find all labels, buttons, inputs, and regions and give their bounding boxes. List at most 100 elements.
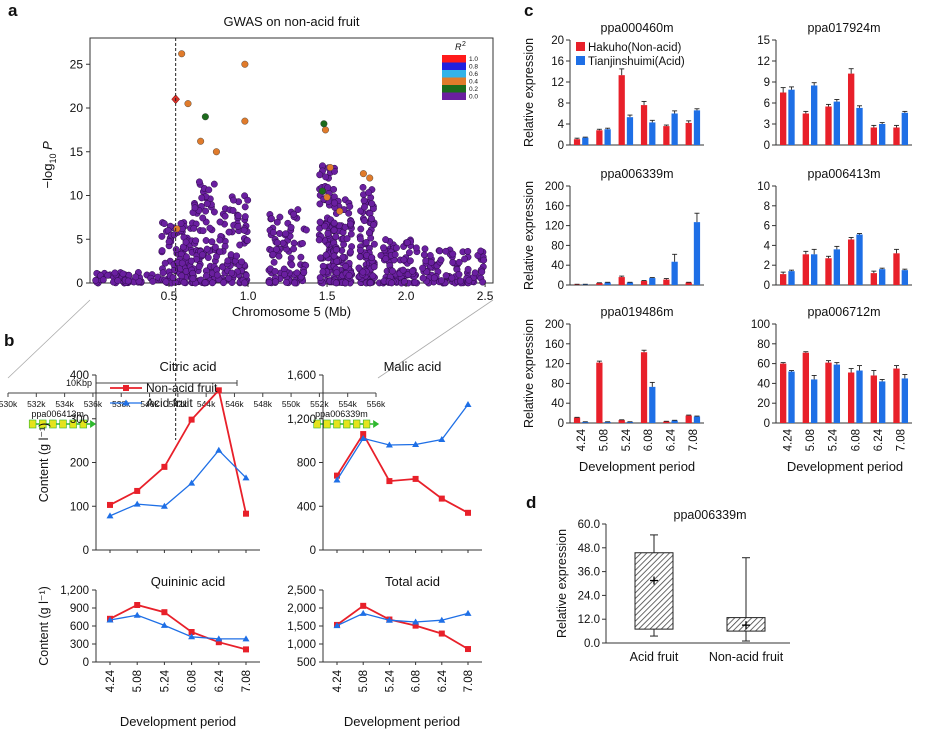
ytick-label: 4	[558, 119, 565, 131]
non-acid-marker	[243, 646, 249, 653]
non-acid-marker	[360, 602, 367, 609]
bar-chart-ylabel: Relative expression	[522, 319, 536, 428]
non-acid-bar	[779, 274, 787, 285]
series-line-non-acid	[336, 432, 469, 514]
box-category-label: Non-acid fruit	[709, 650, 784, 664]
xtick-label: 5.24	[159, 669, 171, 692]
acid-bar	[693, 416, 701, 423]
gwas-highlight-point	[320, 120, 328, 128]
acid-marker	[464, 401, 472, 408]
gwas-snp-point	[449, 258, 457, 266]
series-line-non-acid	[336, 604, 469, 650]
gwas-snp-point	[241, 213, 249, 221]
gwas-snp-point	[190, 224, 198, 232]
ytick-label: 120	[545, 359, 564, 371]
gwas-snp-point	[282, 278, 290, 286]
gwas-snp-point	[114, 277, 122, 285]
acid-bar	[879, 269, 886, 285]
gene-exon	[323, 419, 331, 429]
gwas-xtick-label: 2.0	[398, 289, 415, 303]
series-line-acid	[336, 404, 469, 481]
gwas-highlight-point	[241, 60, 249, 68]
gwas-snp-point	[165, 238, 173, 246]
ytick-label: 3	[764, 119, 770, 131]
ytick-label: 8	[764, 201, 770, 213]
gene-exon	[39, 419, 47, 429]
ytick-label: 2,500	[287, 585, 316, 597]
ytick-label: 10	[757, 181, 770, 193]
ytick-label: 80	[551, 240, 564, 252]
gwas-snp-point	[124, 277, 132, 285]
gwas-snp-point	[208, 238, 216, 246]
gwas-snp-point	[391, 251, 399, 259]
gwas-snp-point	[365, 189, 373, 197]
non-acid-bar	[685, 122, 692, 145]
non-acid-bar	[618, 277, 625, 285]
xtick-label: 5.08	[358, 670, 370, 692]
acid-bar	[671, 420, 678, 423]
gwas-highlight-point	[366, 174, 374, 182]
gwas-snp-point	[172, 246, 180, 253]
ytick-label: 0	[764, 140, 770, 152]
gwas-snp-point	[480, 256, 488, 264]
r2-legend-level: 1.0	[469, 56, 478, 63]
r2-legend-level: 0.2	[469, 86, 478, 93]
gwas-snp-point	[99, 276, 107, 284]
gwas-snp-point	[132, 273, 140, 281]
zoom-guide-right	[377, 299, 494, 379]
ytick-label: 300	[70, 414, 89, 426]
gwas-snp-point	[199, 251, 206, 259]
xtick-label: 7.08	[688, 429, 700, 451]
gwas-snp-point	[477, 247, 485, 255]
gwas-snp-point	[412, 244, 420, 252]
r2-legend-swatch	[442, 77, 466, 85]
r2-legend-level: 0.6	[469, 71, 478, 78]
gwas-snp-point	[162, 278, 170, 286]
acid-marker	[412, 618, 420, 625]
gwas-snp-point	[321, 222, 329, 230]
series-line-non-acid	[109, 604, 247, 651]
acid-bar	[693, 222, 701, 285]
ytick-label: 900	[70, 603, 89, 615]
bar-chart-ylabel: Relative expression	[522, 38, 536, 147]
gwas-snp-point	[159, 269, 167, 277]
acid-bar	[901, 270, 909, 285]
xtick-label: 5.08	[599, 429, 611, 451]
xtick-label: 5.08	[132, 670, 144, 692]
legend-label-hakuho: Hakuho(Non-acid)	[588, 42, 681, 54]
acid-bar	[671, 261, 678, 285]
gwas-snp-point	[228, 269, 236, 277]
gwas-snp-point	[368, 200, 376, 208]
bar-chart-title: ppa006712m	[808, 305, 881, 319]
gwas-snp-point	[244, 196, 252, 204]
r2-legend-level: 0.0	[469, 94, 478, 101]
gwas-snp-point	[234, 212, 242, 220]
box-category-label: Acid fruit	[630, 650, 679, 664]
track-tick-label: 536k	[84, 399, 103, 409]
gwas-snp-point	[406, 257, 414, 265]
non-acid-marker	[465, 509, 471, 516]
gwas-ytick-label: 0	[76, 276, 83, 290]
ytick-label: 80	[551, 378, 564, 390]
gwas-snp-point	[294, 206, 302, 214]
non-acid-bar	[825, 106, 832, 145]
boxplot-title: ppa006339m	[674, 508, 747, 522]
acid-bar	[604, 282, 611, 285]
gwas-snp-point	[368, 254, 376, 262]
bar-chart-ppa006413m: ppa006413m 0 2 4 6 8 10	[757, 167, 912, 292]
gwas-snp-point	[333, 269, 341, 277]
acid-marker	[188, 633, 196, 640]
gwas-snp-point	[317, 254, 324, 262]
gwas-ylabel-p: P	[40, 141, 55, 154]
xtick-label: 7.08	[463, 670, 475, 692]
acid-bar	[604, 129, 611, 145]
gwas-snp-point	[360, 197, 368, 205]
ytick-label: 6	[764, 98, 770, 110]
ytick-label: 0	[558, 140, 564, 152]
non-acid-bar	[573, 417, 581, 423]
acid-bar	[811, 85, 818, 145]
acid-bar	[901, 378, 909, 423]
gwas-background-points	[92, 162, 488, 287]
boxplot-ylabel: Relative expression	[555, 529, 569, 638]
